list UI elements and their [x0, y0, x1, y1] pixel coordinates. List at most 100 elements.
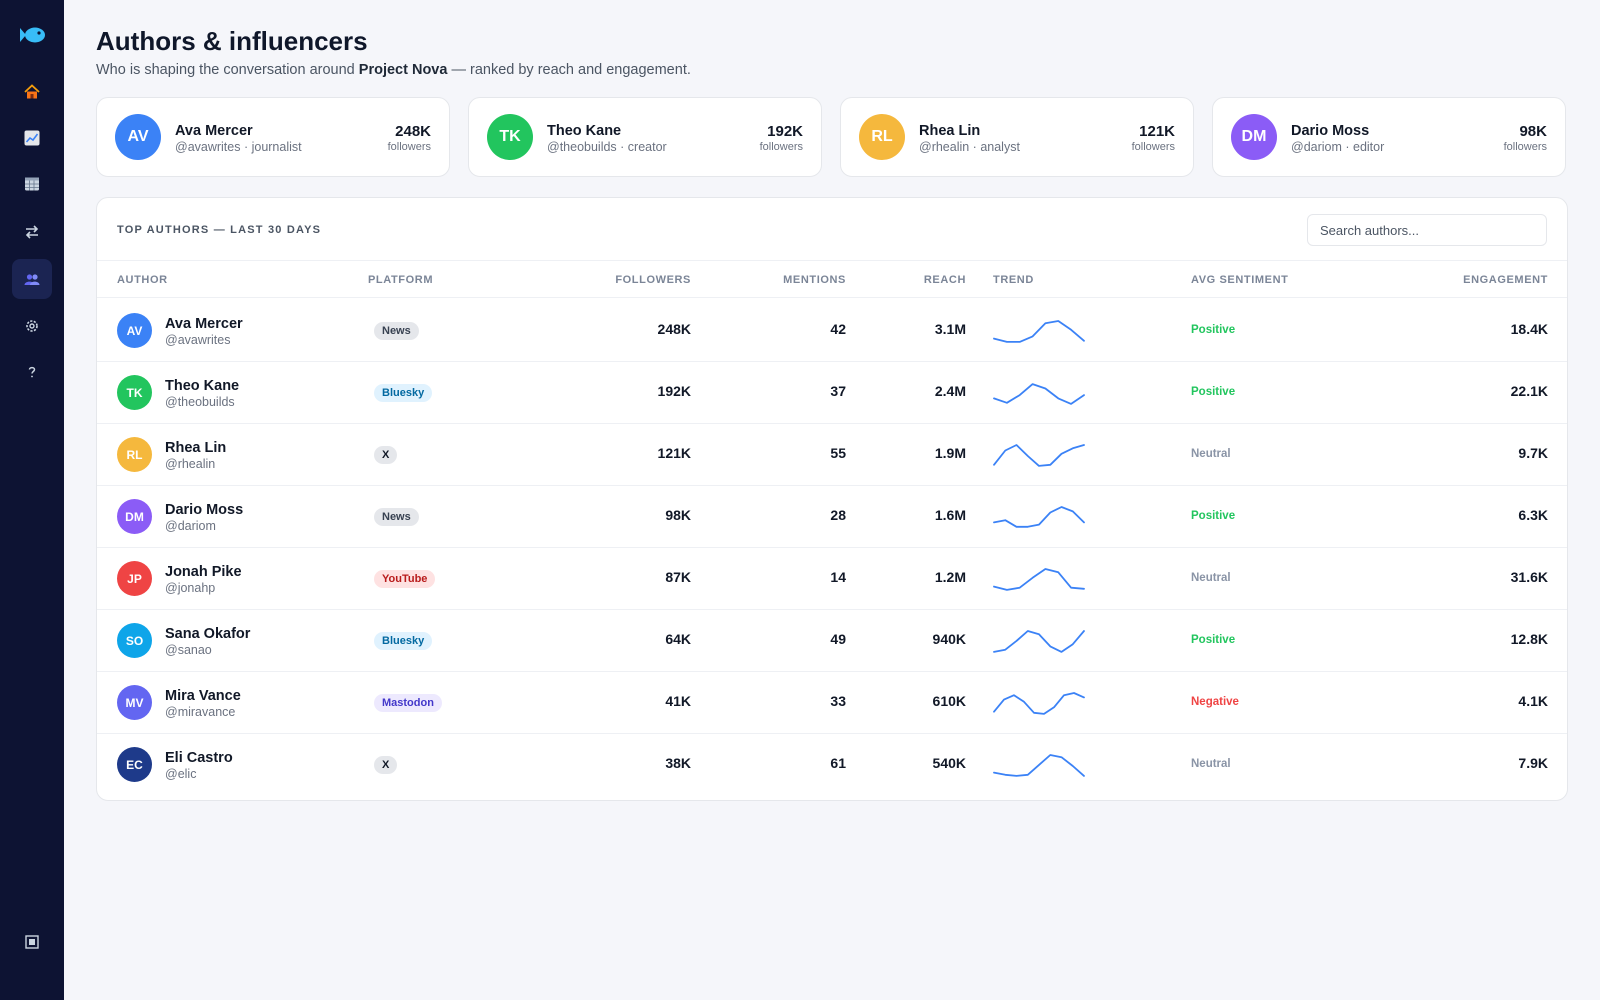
- author-name[interactable]: Sana Okafor: [165, 626, 251, 642]
- author-name[interactable]: Theo Kane: [165, 378, 240, 394]
- author-handle: @dariom: [165, 519, 216, 533]
- col-sentiment[interactable]: AVG SENTIMENT: [1191, 274, 1289, 286]
- author-handle: @avawrites · journalist: [175, 140, 302, 154]
- mentions-value: 42: [830, 321, 846, 337]
- engagement-value: 6.3K: [1518, 507, 1548, 523]
- sentiment-label: Positive: [1191, 324, 1236, 336]
- follower-count: 98K: [1519, 123, 1547, 140]
- reach-value: 1.9M: [934, 445, 966, 461]
- fish-icon[interactable]: [18, 24, 46, 46]
- author-name[interactable]: Dario Moss: [165, 502, 244, 518]
- sentiment-label: Neutral: [1191, 572, 1231, 584]
- table-row[interactable]: RL Rhea Lin @rhealin X 121K 55 1.9M Neut…: [97, 423, 1567, 486]
- top-authors-panel: TOP AUTHORS — LAST 30 DAYS AUTHOR PLATFO…: [96, 197, 1568, 801]
- author-card[interactable]: DM Dario Moss @dariom · editor 98K follo…: [1212, 97, 1566, 177]
- collapse-icon[interactable]: [12, 922, 52, 962]
- author-handle: @miravance: [165, 705, 236, 719]
- engagement-value: 22.1K: [1510, 383, 1548, 399]
- author-name[interactable]: Eli Castro: [165, 750, 233, 766]
- platform-badge: YouTube: [374, 570, 436, 588]
- table-row[interactable]: AV Ava Mercer @avawrites News 248K 42 3.…: [97, 299, 1567, 362]
- subtitle-prefix: Who is shaping the conversation around: [96, 62, 359, 78]
- author-name: Dario Moss: [1291, 123, 1370, 139]
- reach-value: 3.1M: [934, 321, 966, 337]
- engagement-value: 9.7K: [1518, 445, 1548, 461]
- col-author[interactable]: AUTHOR: [117, 274, 168, 286]
- follower-label: followers: [1131, 141, 1175, 153]
- avatar: MV: [117, 685, 152, 720]
- platform-badge: News: [374, 508, 419, 526]
- reach-value: 940K: [932, 631, 966, 647]
- author-name[interactable]: Jonah Pike: [165, 564, 242, 580]
- table-row[interactable]: EC Eli Castro @elic X 38K 61 540K Neutra…: [97, 733, 1567, 796]
- table-row[interactable]: JP Jonah Pike @jonahp YouTube 87K 14 1.2…: [97, 547, 1567, 610]
- engagement-value: 7.9K: [1518, 755, 1548, 771]
- trend-sparkline: [993, 754, 1085, 777]
- calendar-icon[interactable]: [12, 164, 52, 204]
- avatar: DM: [1231, 114, 1277, 160]
- sidebar: [0, 0, 64, 1000]
- subtitle-suffix: — ranked by reach and engagement.: [447, 62, 691, 78]
- avatar: AV: [115, 114, 161, 160]
- avatar: SO: [117, 623, 152, 658]
- follower-count: 192K: [767, 123, 803, 140]
- followers-value: 248K: [657, 321, 691, 337]
- table-row[interactable]: TK Theo Kane @theobuilds Bluesky 192K 37…: [97, 361, 1567, 424]
- follower-label: followers: [759, 141, 803, 153]
- table-header: AUTHOR PLATFORM FOLLOWERS MENTIONS REACH…: [97, 260, 1567, 298]
- sentiment-label: Positive: [1191, 634, 1236, 646]
- engagement-value: 4.1K: [1518, 693, 1548, 709]
- search-input[interactable]: [1307, 214, 1547, 246]
- author-name[interactable]: Ava Mercer: [165, 316, 243, 332]
- engagement-value: 18.4K: [1510, 321, 1548, 337]
- home-icon[interactable]: [12, 72, 52, 112]
- author-handle: @elic: [165, 767, 197, 781]
- col-engagement[interactable]: ENGAGEMENT: [1463, 274, 1548, 286]
- mentions-value: 33: [830, 693, 846, 709]
- author-name: Theo Kane: [547, 123, 622, 139]
- follower-count: 121K: [1139, 123, 1175, 140]
- avatar: DM: [117, 499, 152, 534]
- page-subtitle: Who is shaping the conversation around P…: [96, 62, 691, 78]
- project-name: Project Nova: [358, 62, 448, 78]
- followers-value: 64K: [665, 631, 691, 647]
- col-platform[interactable]: PLATFORM: [368, 274, 434, 286]
- table-row[interactable]: MV Mira Vance @miravance Mastodon 41K 33…: [97, 671, 1567, 734]
- trend-sparkline: [993, 630, 1085, 653]
- col-trend[interactable]: TREND: [993, 274, 1034, 286]
- author-card[interactable]: RL Rhea Lin @rhealin · analyst 121K foll…: [840, 97, 1194, 177]
- panel-title: TOP AUTHORS — LAST 30 DAYS: [117, 224, 322, 236]
- author-name[interactable]: Rhea Lin: [165, 440, 227, 456]
- avatar: AV: [117, 313, 152, 348]
- author-handle: @theobuilds: [165, 395, 235, 409]
- author-card[interactable]: TK Theo Kane @theobuilds · creator 192K …: [468, 97, 822, 177]
- avatar: JP: [117, 561, 152, 596]
- avatar: TK: [117, 375, 152, 410]
- col-mentions[interactable]: MENTIONS: [783, 274, 846, 286]
- gear-icon[interactable]: [12, 306, 52, 346]
- platform-badge: News: [374, 322, 419, 340]
- author-handle: @jonahp: [165, 581, 216, 595]
- author-name: Ava Mercer: [175, 123, 253, 139]
- swap-icon[interactable]: [12, 212, 52, 252]
- sentiment-label: Positive: [1191, 510, 1236, 522]
- author-card[interactable]: AV Ava Mercer @avawrites · journalist 24…: [96, 97, 450, 177]
- platform-badge: X: [374, 446, 398, 464]
- col-reach[interactable]: REACH: [923, 274, 966, 286]
- help-icon[interactable]: [12, 352, 52, 392]
- mentions-value: 49: [830, 631, 846, 647]
- reach-value: 2.4M: [934, 383, 966, 399]
- users-icon[interactable]: [12, 259, 52, 299]
- reach-value: 610K: [932, 693, 966, 709]
- mentions-value: 55: [830, 445, 846, 461]
- col-followers[interactable]: FOLLOWERS: [615, 274, 691, 286]
- table-row[interactable]: SO Sana Okafor @sanao Bluesky 64K 49 940…: [97, 609, 1567, 672]
- trend-sparkline: [993, 320, 1085, 343]
- page-title: Authors & influencers: [96, 26, 368, 56]
- followers-value: 192K: [657, 383, 691, 399]
- chart-icon[interactable]: [12, 118, 52, 158]
- followers-value: 38K: [665, 755, 691, 771]
- table-row[interactable]: DM Dario Moss @dariom News 98K 28 1.6M P…: [97, 485, 1567, 548]
- author-name[interactable]: Mira Vance: [165, 688, 241, 704]
- reach-value: 1.2M: [934, 569, 966, 585]
